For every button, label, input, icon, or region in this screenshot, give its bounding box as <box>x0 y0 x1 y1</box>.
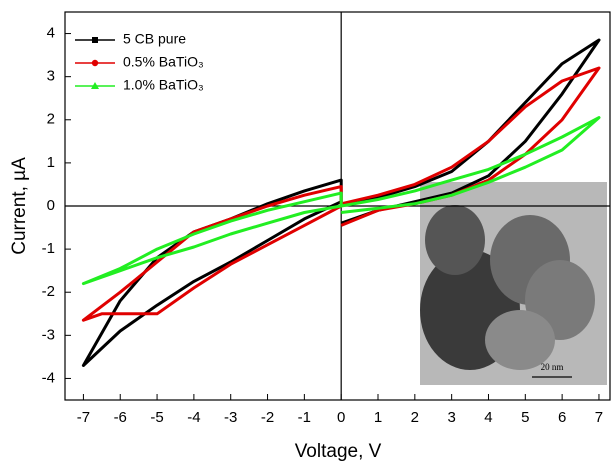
x-tick-label: 2 <box>411 409 419 426</box>
y-tick-label: 2 <box>47 111 55 128</box>
x-tick-label: -4 <box>187 409 200 426</box>
legend-label: 1.0% BaTiO₃ <box>123 77 204 93</box>
x-tick-label: 4 <box>484 409 492 426</box>
x-tick-label: -2 <box>261 409 274 426</box>
y-tick-label: 1 <box>47 154 55 171</box>
x-tick-label: -1 <box>298 409 311 426</box>
x-tick-label: -7 <box>77 409 90 426</box>
x-tick-label: 6 <box>558 409 566 426</box>
inset-particle <box>425 205 485 275</box>
y-tick-label: 0 <box>47 197 55 214</box>
legend-marker <box>92 37 98 43</box>
y-tick-label: 3 <box>47 68 55 85</box>
y-tick-label: -4 <box>42 369 55 386</box>
legend-marker <box>91 82 99 89</box>
x-tick-label: -5 <box>150 409 163 426</box>
x-tick-label: 7 <box>595 409 603 426</box>
x-tick-label: -6 <box>114 409 127 426</box>
inset-image: 20 nm <box>420 182 607 385</box>
series-line <box>81 116 601 286</box>
y-tick-label: -1 <box>42 240 55 257</box>
x-axis-label: Voltage, V <box>295 441 382 462</box>
y-tick-label: -2 <box>42 283 55 300</box>
x-tick-label: -3 <box>224 409 237 426</box>
inset-particle <box>485 310 555 370</box>
scale-label: 20 nm <box>541 362 564 372</box>
y-axis-label: Current, µA <box>9 157 30 255</box>
y-tick-label: 4 <box>47 25 55 42</box>
legend-label: 5 CB pure <box>123 31 186 47</box>
legend-marker <box>91 59 99 67</box>
y-tick-label: -3 <box>42 326 55 343</box>
x-tick-label: 3 <box>447 409 455 426</box>
legend-label: 0.5% BaTiO₃ <box>123 54 204 70</box>
x-tick-label: 0 <box>337 409 345 426</box>
x-tick-label: 5 <box>521 409 529 426</box>
x-tick-label: 1 <box>374 409 382 426</box>
